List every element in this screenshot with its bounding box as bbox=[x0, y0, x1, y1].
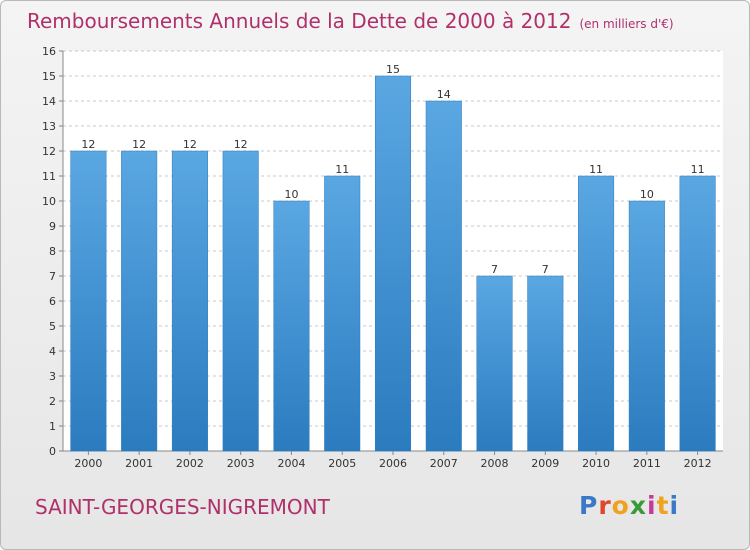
bar-value-label: 10 bbox=[640, 188, 654, 201]
y-tick-label: 9 bbox=[49, 220, 56, 233]
y-tick-label: 16 bbox=[42, 45, 56, 58]
bar bbox=[679, 175, 716, 452]
bar-value-label: 14 bbox=[437, 88, 451, 101]
bar-value-label: 12 bbox=[183, 138, 197, 151]
proxiti-logo: Proxiti bbox=[579, 491, 679, 520]
bar bbox=[628, 200, 665, 452]
x-tick-label: 2008 bbox=[481, 457, 509, 470]
x-tick-label: 2005 bbox=[328, 457, 356, 470]
logo-letter: r bbox=[598, 491, 612, 520]
bar-value-label: 7 bbox=[542, 263, 549, 276]
bar-value-label: 12 bbox=[234, 138, 248, 151]
chart-unit: (en milliers d'€) bbox=[579, 17, 674, 31]
bar bbox=[425, 100, 462, 452]
x-tick-label: 2007 bbox=[430, 457, 458, 470]
logo-letter: x bbox=[629, 491, 647, 520]
x-tick-label: 2010 bbox=[582, 457, 610, 470]
bar bbox=[324, 175, 361, 452]
y-tick-label: 12 bbox=[42, 145, 56, 158]
x-tick-label: 2011 bbox=[633, 457, 661, 470]
bar-value-label: 11 bbox=[589, 163, 603, 176]
bar-value-label: 15 bbox=[386, 63, 400, 76]
x-tick-label: 2009 bbox=[531, 457, 559, 470]
bar bbox=[578, 175, 615, 452]
bar-value-label: 12 bbox=[132, 138, 146, 151]
x-tick-label: 2006 bbox=[379, 457, 407, 470]
y-tick-label: 3 bbox=[49, 370, 56, 383]
commune-name: SAINT-GEORGES-NIGREMONT bbox=[35, 495, 330, 519]
bar-value-label: 11 bbox=[335, 163, 349, 176]
bar bbox=[527, 275, 564, 452]
logo-letter: P bbox=[579, 491, 599, 520]
bar bbox=[121, 150, 158, 452]
bar bbox=[171, 150, 208, 452]
bar bbox=[374, 75, 412, 452]
y-tick-label: 10 bbox=[42, 195, 56, 208]
logo-letter: i bbox=[669, 491, 680, 520]
y-tick-label: 2 bbox=[49, 395, 56, 408]
bar bbox=[273, 200, 310, 452]
y-tick-label: 11 bbox=[42, 170, 56, 183]
x-tick-label: 2001 bbox=[125, 457, 153, 470]
bar-value-label: 11 bbox=[691, 163, 705, 176]
bar bbox=[70, 150, 107, 452]
bar-value-label: 12 bbox=[81, 138, 95, 151]
y-tick-label: 5 bbox=[49, 320, 56, 333]
x-tick-label: 2012 bbox=[684, 457, 712, 470]
bar-value-label: 10 bbox=[284, 188, 298, 201]
bar-value-label: 7 bbox=[491, 263, 498, 276]
y-tick-label: 7 bbox=[49, 270, 56, 283]
y-tick-label: 15 bbox=[42, 70, 56, 83]
logo-letter: i bbox=[647, 491, 657, 520]
x-tick-label: 2004 bbox=[277, 457, 305, 470]
y-tick-label: 8 bbox=[49, 245, 56, 258]
y-tick-label: 4 bbox=[49, 345, 56, 358]
x-tick-label: 2002 bbox=[176, 457, 204, 470]
chart-title: Remboursements Annuels de la Dette de 20… bbox=[27, 9, 674, 33]
bar bbox=[222, 150, 259, 452]
x-tick-label: 2000 bbox=[74, 457, 102, 470]
bar bbox=[476, 275, 513, 452]
y-tick-label: 1 bbox=[49, 420, 56, 433]
y-tick-label: 0 bbox=[49, 445, 56, 458]
y-tick-label: 14 bbox=[42, 95, 56, 108]
y-tick-label: 13 bbox=[42, 120, 56, 133]
logo-letter: o bbox=[611, 491, 630, 520]
x-tick-label: 2003 bbox=[227, 457, 255, 470]
chart-title-text: Remboursements Annuels de la Dette de 20… bbox=[27, 9, 572, 33]
logo-letter: t bbox=[656, 491, 670, 520]
y-tick-label: 6 bbox=[49, 295, 56, 308]
